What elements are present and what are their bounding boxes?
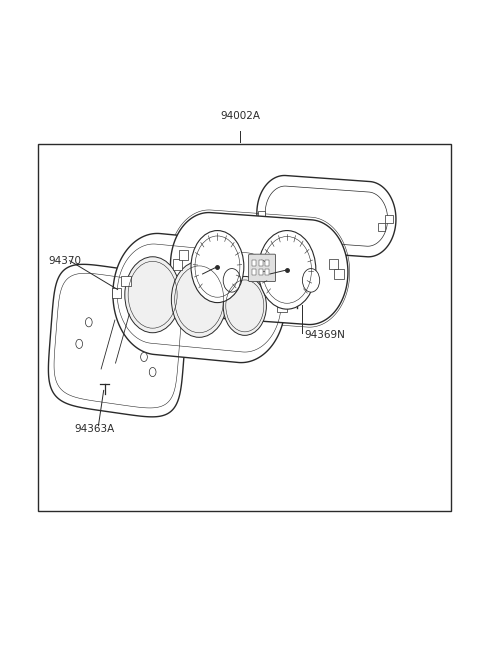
Bar — [258, 211, 265, 219]
Circle shape — [258, 231, 316, 309]
Bar — [378, 223, 385, 231]
Bar — [252, 269, 256, 275]
Bar — [277, 302, 287, 312]
Bar — [266, 219, 274, 227]
Circle shape — [171, 261, 227, 337]
Bar — [173, 259, 182, 270]
Bar — [121, 276, 131, 286]
Text: 94370: 94370 — [48, 255, 81, 266]
Bar — [265, 260, 269, 266]
Bar — [179, 250, 188, 260]
Bar — [385, 215, 393, 223]
Circle shape — [141, 352, 147, 362]
Bar — [252, 260, 256, 266]
Circle shape — [302, 269, 320, 292]
Circle shape — [149, 367, 156, 377]
Circle shape — [125, 257, 180, 333]
Text: 94369N: 94369N — [305, 330, 346, 341]
FancyBboxPatch shape — [249, 254, 276, 282]
Circle shape — [223, 269, 240, 292]
Bar — [259, 269, 263, 275]
Bar — [329, 259, 338, 269]
Text: 94363A: 94363A — [74, 424, 115, 434]
Bar — [265, 269, 269, 275]
Circle shape — [76, 339, 83, 348]
Bar — [269, 290, 278, 299]
Text: 94002A: 94002A — [220, 111, 260, 121]
Polygon shape — [48, 265, 187, 417]
Bar — [259, 260, 263, 266]
Polygon shape — [113, 233, 286, 363]
Circle shape — [85, 318, 92, 327]
Bar — [112, 288, 121, 298]
Circle shape — [223, 276, 266, 335]
Polygon shape — [257, 176, 396, 257]
Bar — [334, 269, 344, 279]
Polygon shape — [170, 213, 348, 324]
Bar — [38, 144, 451, 511]
Circle shape — [191, 231, 244, 303]
